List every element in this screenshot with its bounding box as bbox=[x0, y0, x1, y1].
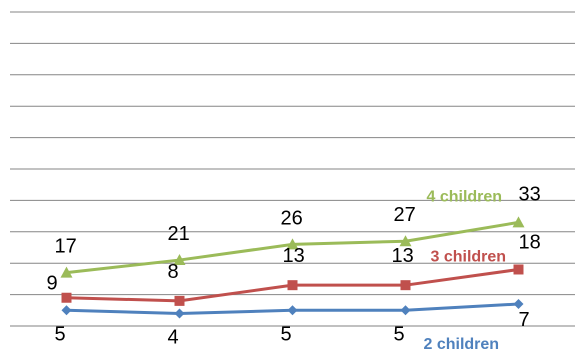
data-label-s1-3: 26 bbox=[281, 207, 303, 229]
data-point-s3-5 bbox=[513, 299, 524, 310]
gridlines bbox=[10, 11, 575, 327]
data-point-s1-3 bbox=[286, 238, 299, 250]
series-lines bbox=[66, 220, 519, 315]
data-point-s1-1 bbox=[60, 266, 73, 278]
series-markers bbox=[60, 216, 525, 319]
data-point-s1-5 bbox=[512, 216, 525, 228]
data-point-s2-3 bbox=[287, 280, 298, 291]
data-labels: 17 21 26 27 33 9 8 13 13 18 5 4 5 5 7 bbox=[47, 183, 541, 348]
data-point-s1-2 bbox=[173, 254, 186, 266]
data-point-s3-1 bbox=[61, 305, 72, 316]
data-label-s2-1: 9 bbox=[47, 273, 58, 295]
data-point-s2-5 bbox=[513, 264, 524, 275]
data-label-s2-5: 18 bbox=[519, 231, 541, 253]
series-label-2: 3 children bbox=[431, 248, 507, 265]
data-label-s2-3: 13 bbox=[283, 245, 305, 267]
data-label-s3-3: 5 bbox=[281, 323, 292, 345]
series-label-3: 2 children bbox=[424, 336, 500, 353]
series-labels: 4 children 3 children 2 children bbox=[424, 188, 507, 353]
data-point-s3-3 bbox=[287, 305, 298, 316]
data-label-s3-2: 4 bbox=[168, 326, 179, 348]
data-label-s3-1: 5 bbox=[55, 323, 66, 345]
data-point-s2-1 bbox=[61, 292, 72, 303]
data-point-s3-2 bbox=[174, 308, 185, 319]
data-label-s3-5: 7 bbox=[519, 309, 530, 331]
data-label-s2-4: 13 bbox=[392, 245, 414, 267]
data-point-s1-4 bbox=[399, 235, 412, 247]
data-label-s1-4: 27 bbox=[394, 204, 416, 226]
data-label-s2-2: 8 bbox=[168, 261, 179, 283]
data-label-s3-4: 5 bbox=[394, 323, 405, 345]
data-label-s1-5: 33 bbox=[519, 183, 541, 205]
data-point-s2-2 bbox=[174, 295, 185, 306]
data-point-s3-4 bbox=[400, 305, 411, 316]
data-point-s2-4 bbox=[400, 280, 411, 291]
data-label-s1-2: 21 bbox=[168, 223, 190, 245]
data-label-s1-1: 17 bbox=[55, 236, 77, 258]
series-label-1: 4 children bbox=[427, 188, 503, 205]
